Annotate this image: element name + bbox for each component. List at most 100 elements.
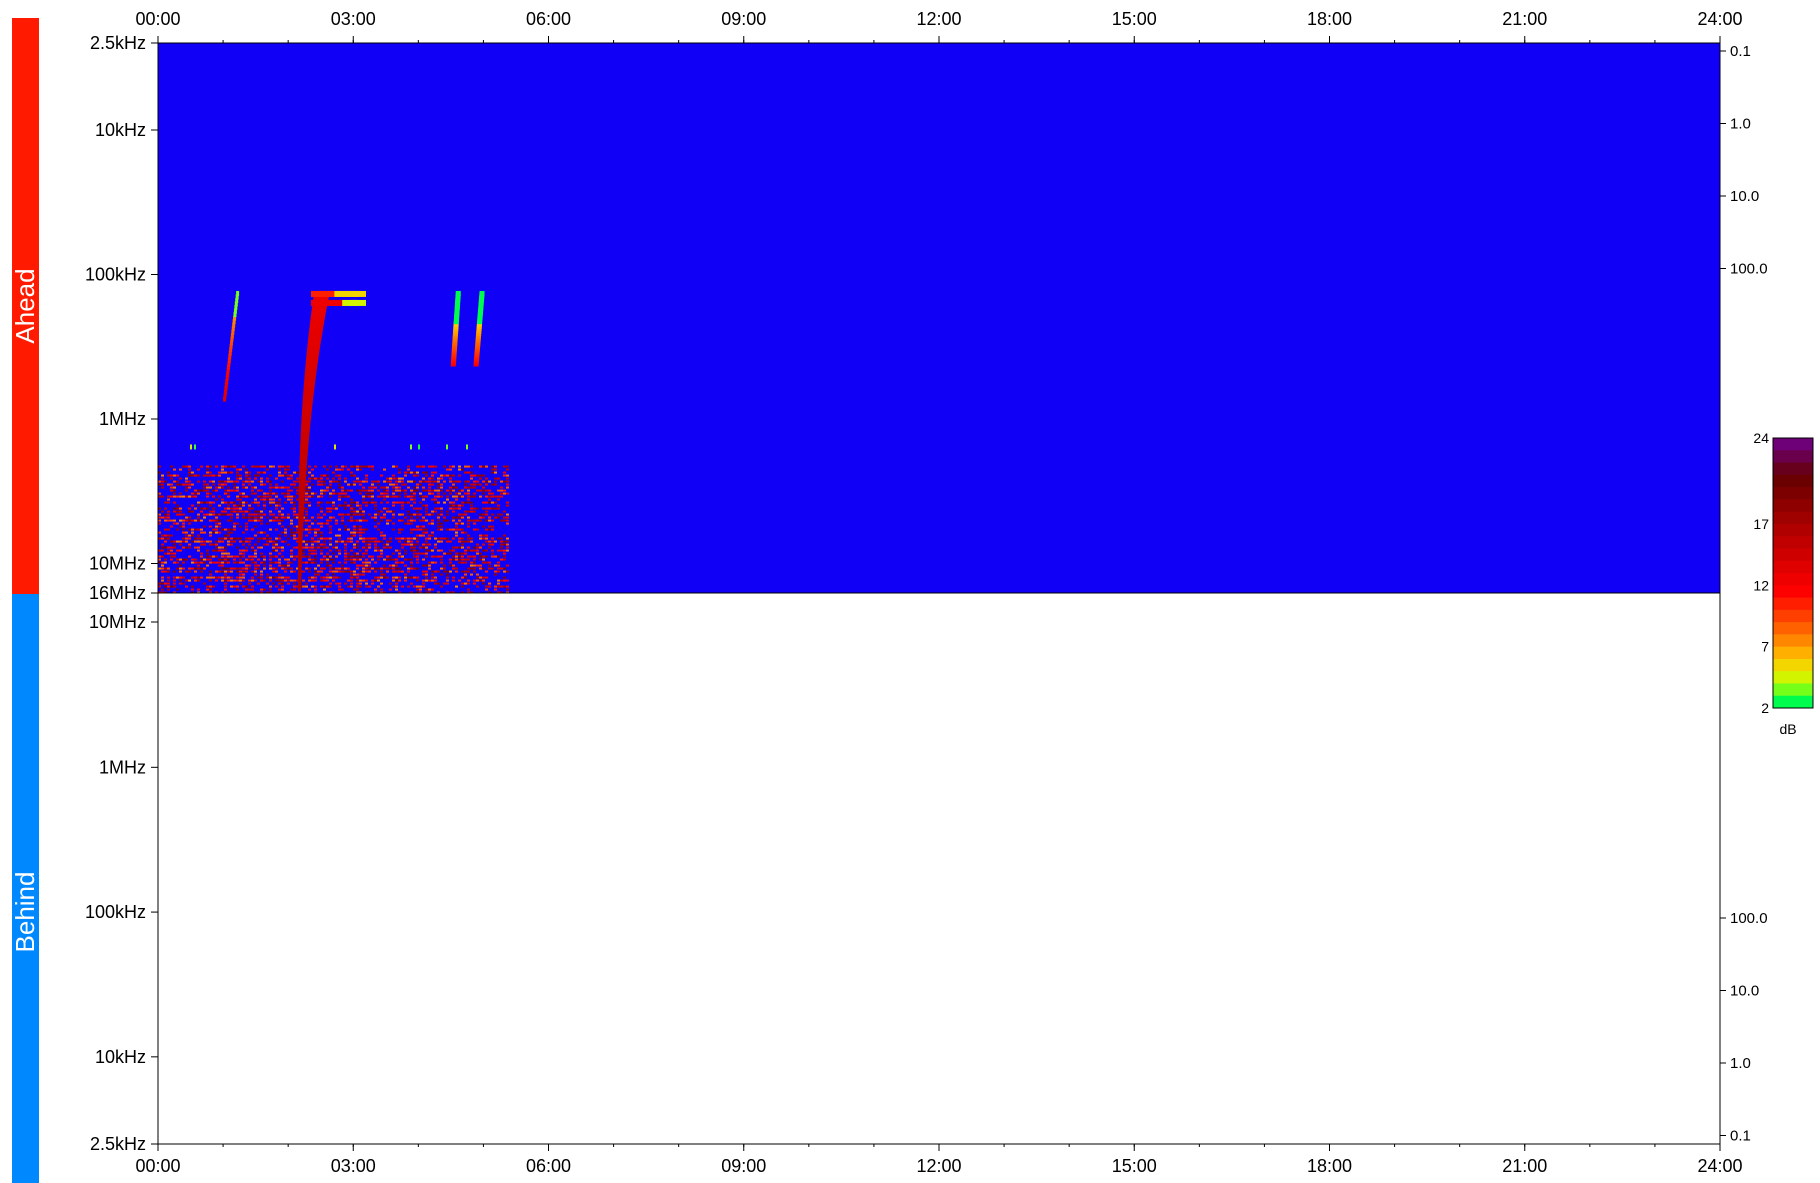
noise-pixel [158, 558, 161, 561]
noise-pixel [173, 507, 176, 510]
noise-pixel [311, 492, 314, 495]
noise-pixel [506, 537, 509, 540]
noise-pixel [281, 564, 284, 567]
noise-pixel [464, 471, 467, 474]
noise-pixel [344, 549, 347, 552]
noise-pixel [185, 519, 188, 522]
noise-pixel [482, 567, 485, 570]
noise-pixel [278, 471, 281, 474]
noise-pixel [212, 507, 215, 510]
noise-pixel [338, 585, 341, 588]
noise-pixel [314, 579, 317, 582]
noise-pixel [359, 570, 362, 573]
noise-pixel [440, 573, 443, 576]
noise-pixel [281, 585, 284, 588]
noise-pixel [209, 561, 212, 564]
noise-pixel [233, 510, 236, 513]
burst-1-pixel [224, 386, 228, 392]
noise-pixel [179, 483, 182, 486]
noise-pixel [371, 540, 374, 543]
noise-pixel [218, 483, 221, 486]
noise-pixel [314, 492, 317, 495]
noise-pixel [440, 474, 443, 477]
noise-pixel [311, 537, 314, 540]
noise-pixel [437, 516, 440, 519]
noise-pixel [305, 480, 308, 483]
noise-pixel [311, 468, 314, 471]
noise-pixel [383, 480, 386, 483]
noise-pixel [482, 480, 485, 483]
noise-pixel [455, 567, 458, 570]
noise-pixel [320, 492, 323, 495]
noise-pixel [467, 480, 470, 483]
noise-pixel [221, 561, 224, 564]
noise-pixel [218, 471, 221, 474]
noise-pixel [413, 501, 416, 504]
noise-pixel [215, 519, 218, 522]
noise-pixel [284, 501, 287, 504]
noise-pixel [446, 579, 449, 582]
noise-pixel [179, 582, 182, 585]
noise-pixel [377, 591, 380, 593]
noise-pixel [338, 486, 341, 489]
noise-pixel [500, 567, 503, 570]
noise-pixel [263, 531, 266, 534]
noise-pixel [281, 579, 284, 582]
noise-pixel [368, 546, 371, 549]
noise-pixel [323, 579, 326, 582]
noise-pixel [323, 540, 326, 543]
noise-pixel [338, 567, 341, 570]
noise-pixel [290, 474, 293, 477]
noise-pixel [335, 540, 338, 543]
noise-pixel [335, 570, 338, 573]
noise-pixel [167, 516, 170, 519]
noise-pixel [281, 492, 284, 495]
noise-pixel [497, 489, 500, 492]
noise-pixel [167, 471, 170, 474]
noise-pixel [470, 573, 473, 576]
noise-pixel [236, 561, 239, 564]
noise-pixel [506, 591, 509, 593]
noise-pixel [269, 510, 272, 513]
noise-pixel [386, 555, 389, 558]
noise-pixel [440, 477, 443, 480]
noise-pixel [464, 573, 467, 576]
noise-pixel [410, 558, 413, 561]
x-tick-label-bottom: 03:00 [331, 1156, 376, 1176]
noise-pixel [242, 516, 245, 519]
noise-pixel [269, 579, 272, 582]
noise-pixel [353, 513, 356, 516]
noise-pixel [380, 474, 383, 477]
noise-pixel [275, 579, 278, 582]
noise-pixel [410, 567, 413, 570]
noise-pixel [344, 492, 347, 495]
noise-pixel [374, 579, 377, 582]
noise-pixel [374, 525, 377, 528]
noise-pixel [173, 582, 176, 585]
noise-pixel [245, 522, 248, 525]
noise-pixel [506, 588, 509, 591]
noise-pixel [323, 513, 326, 516]
noise-pixel [371, 579, 374, 582]
noise-pixel [239, 498, 242, 501]
noise-pixel [224, 480, 227, 483]
noise-pixel [209, 519, 212, 522]
noise-pixel [167, 495, 170, 498]
noise-pixel [251, 585, 254, 588]
noise-pixel [191, 528, 194, 531]
noise-pixel [416, 513, 419, 516]
noise-pixel [287, 525, 290, 528]
noise-pixel [392, 492, 395, 495]
noise-pixel [311, 558, 314, 561]
noise-pixel [467, 489, 470, 492]
noise-pixel [389, 582, 392, 585]
noise-pixel [407, 468, 410, 471]
noise-pixel [161, 561, 164, 564]
noise-pixel [452, 579, 455, 582]
noise-pixel [230, 489, 233, 492]
noise-pixel [287, 543, 290, 546]
burst-2-pixel [298, 529, 303, 535]
noise-pixel [170, 465, 173, 468]
noise-pixel [320, 525, 323, 528]
